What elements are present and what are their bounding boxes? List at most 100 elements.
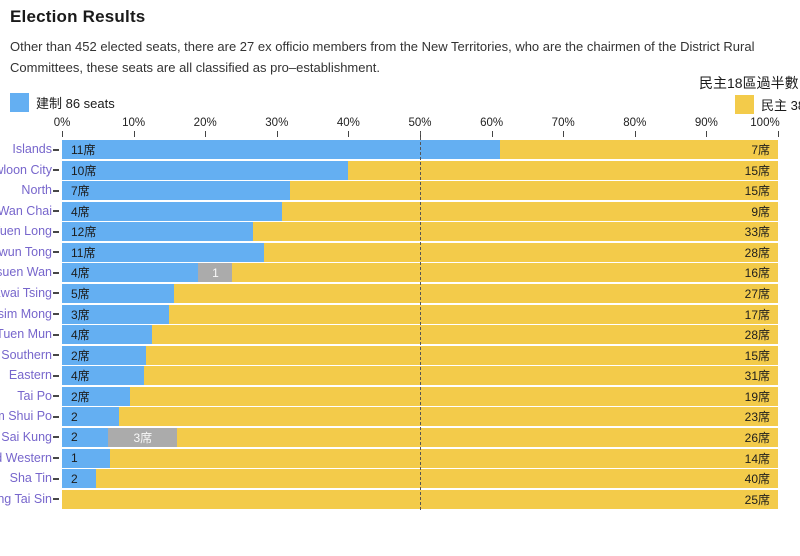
y-tick-mark xyxy=(53,333,59,336)
annotation-democrats-majority: 民主18區過半數 xyxy=(699,75,799,91)
bar-segment-pro-democracy-value: 25席 xyxy=(744,492,770,507)
y-tick-mark xyxy=(53,210,59,213)
bar-segment-pro-establishment: 7席 xyxy=(62,181,290,201)
district-row: 4席 9席 xyxy=(62,201,778,221)
district-row: 5席 27席 xyxy=(62,283,778,303)
y-tick-mark xyxy=(53,436,59,439)
bar-segment-pro-establishment-value: 4席 xyxy=(71,266,90,281)
district-label-clip: Eastern xyxy=(0,366,52,385)
bar-segment-pro-democracy: 31席 xyxy=(143,366,778,386)
bar-segment-pro-democracy: 28席 xyxy=(151,325,778,345)
bar-segment-pro-establishment: 2席 xyxy=(62,345,147,365)
bar-segment-pro-establishment-value: 2 xyxy=(71,471,78,486)
district-label: Tsuen Wan xyxy=(0,265,52,280)
chart-subtitle-line1: Other than 452 elected seats, there are … xyxy=(10,39,755,54)
bar-segment-pro-establishment: 1 xyxy=(62,448,110,468)
district-label-clip: Kowloon City xyxy=(0,161,52,180)
district-label: Sha Tin xyxy=(9,471,52,486)
bar-segment-pro-democracy-value: 7席 xyxy=(751,143,770,157)
y-tick-mark xyxy=(53,457,59,460)
bar-segment-pro-democracy: 9席 xyxy=(282,201,778,221)
bar-segment-pro-democracy: 19席 xyxy=(130,386,778,406)
bar-segment-pro-establishment-value: 4席 xyxy=(71,204,90,219)
district-label-clip: Wong Tai Sin xyxy=(0,490,52,509)
bar-segment-pro-establishment: 2席 xyxy=(62,386,131,406)
legend-pro-democracy: 民主 388 seats xyxy=(735,95,800,114)
x-tick-label: 50% xyxy=(408,117,432,129)
bar-segment-pro-establishment: 10席 xyxy=(62,160,349,180)
x-tick-label: 0% xyxy=(53,117,71,129)
y-tick-mark xyxy=(53,354,59,357)
bar-segment-pro-establishment-value: 2席 xyxy=(71,389,90,404)
bar-segment-pro-establishment-value: 2 xyxy=(71,409,78,424)
district-label-clip: North xyxy=(0,181,52,200)
bar-segment-pro-democracy: 17席 xyxy=(169,304,778,324)
legend-swatch-blue xyxy=(10,93,29,112)
y-tick-mark xyxy=(53,477,59,480)
bar-segment-pro-establishment-value: 11席 xyxy=(71,143,96,157)
bar-segment-pro-establishment: 11席 xyxy=(62,140,500,159)
district-label: Central and Western xyxy=(0,450,52,465)
bar-segment-pro-establishment: 2 xyxy=(62,407,120,427)
district-row: 12席 33席 xyxy=(62,222,778,242)
bar-segment-pro-democracy-value: 14席 xyxy=(744,451,770,466)
bar-segment-pro-establishment: 4席 xyxy=(62,325,152,345)
district-label: Wong Tai Sin xyxy=(0,491,52,506)
bar-segment-pro-establishment: 4席 xyxy=(62,263,199,283)
bar-segment-pro-democracy: 15席 xyxy=(289,181,778,201)
bar-segment-pro-establishment-value: 1 xyxy=(71,451,78,466)
bar-segment-pro-establishment-value: 4席 xyxy=(71,328,90,343)
x-tick-mark xyxy=(348,131,350,137)
x-tick-label: 70% xyxy=(551,117,575,129)
district-label: North xyxy=(21,183,52,198)
bar-segment-pro-democracy: 26席 xyxy=(177,427,778,447)
bar-segment-pro-establishment-value: 7席 xyxy=(71,184,90,199)
bar-segment-pro-democracy-value: 28席 xyxy=(744,245,770,260)
bar-segment-pro-establishment: 2 xyxy=(62,469,97,489)
district-label: Kwun Tong xyxy=(0,244,52,259)
x-tick-mark xyxy=(634,131,636,137)
bar-segment-pro-democracy-value: 33席 xyxy=(744,225,770,240)
district-label-clip: Yau Tsim Mong xyxy=(0,305,52,324)
chart-subtitle-line2: Committees, these seats are all classifi… xyxy=(10,60,380,75)
bar-segment-others-value: 3席 xyxy=(133,430,153,445)
bar-segment-others: 3席 xyxy=(108,427,178,447)
bar-segment-pro-democracy: 14席 xyxy=(109,448,778,468)
bar-segment-pro-democracy-value: 27席 xyxy=(744,286,770,301)
bar-segment-pro-democracy: 27席 xyxy=(173,283,778,303)
district-row: 4席 1 16席 xyxy=(62,263,778,283)
bar-segment-pro-establishment-value: 2席 xyxy=(71,348,90,363)
bar-segment-pro-democracy-value: 40席 xyxy=(744,472,770,487)
x-tick-mark xyxy=(563,131,565,137)
bar-segment-pro-democracy-value: 28席 xyxy=(744,328,770,343)
y-tick-mark xyxy=(53,395,59,398)
x-tick-mark xyxy=(133,131,135,137)
bar-segment-pro-establishment-value: 12席 xyxy=(71,225,97,240)
district-row: 2席 19席 xyxy=(62,386,778,406)
bar-segment-pro-democracy: 15席 xyxy=(146,345,778,365)
x-tick-label: 100% xyxy=(750,117,780,129)
district-label-clip: Tai Po xyxy=(0,387,52,406)
y-tick-mark xyxy=(53,415,59,418)
district-label-clip: Tsuen Wan xyxy=(0,263,52,282)
bar-segment-pro-democracy: 16席 xyxy=(232,263,778,283)
bar-segment-pro-democracy: 33席 xyxy=(252,222,778,242)
x-tick-label: 90% xyxy=(694,117,718,129)
bar-segment-pro-establishment: 2 xyxy=(62,427,109,447)
district-row: 1 14席 xyxy=(62,448,778,468)
district-row: 11席 28席 xyxy=(62,242,778,262)
district-label-clip: Kwun Tong xyxy=(0,243,52,262)
district-row: 4席 31席 xyxy=(62,366,778,386)
bar-segment-pro-democracy-value: 23席 xyxy=(744,410,770,425)
bar-segment-pro-democracy: 7席 xyxy=(499,140,778,159)
x-tick-mark xyxy=(276,131,278,137)
y-tick-mark xyxy=(53,292,59,295)
district-label-clip: Sai Kung xyxy=(0,428,52,447)
district-label-clip: Wan Chai xyxy=(0,202,52,221)
bar-segment-pro-establishment-value: 4席 xyxy=(71,369,90,384)
legend-label-pro-democracy: 民主 388 seats xyxy=(761,98,800,113)
legend-label-pro-establishment: 建制 86 seats xyxy=(36,96,115,111)
district-row: 2 40席 xyxy=(62,469,778,489)
x-tick-label: 10% xyxy=(122,117,146,129)
y-tick-mark xyxy=(53,189,59,192)
